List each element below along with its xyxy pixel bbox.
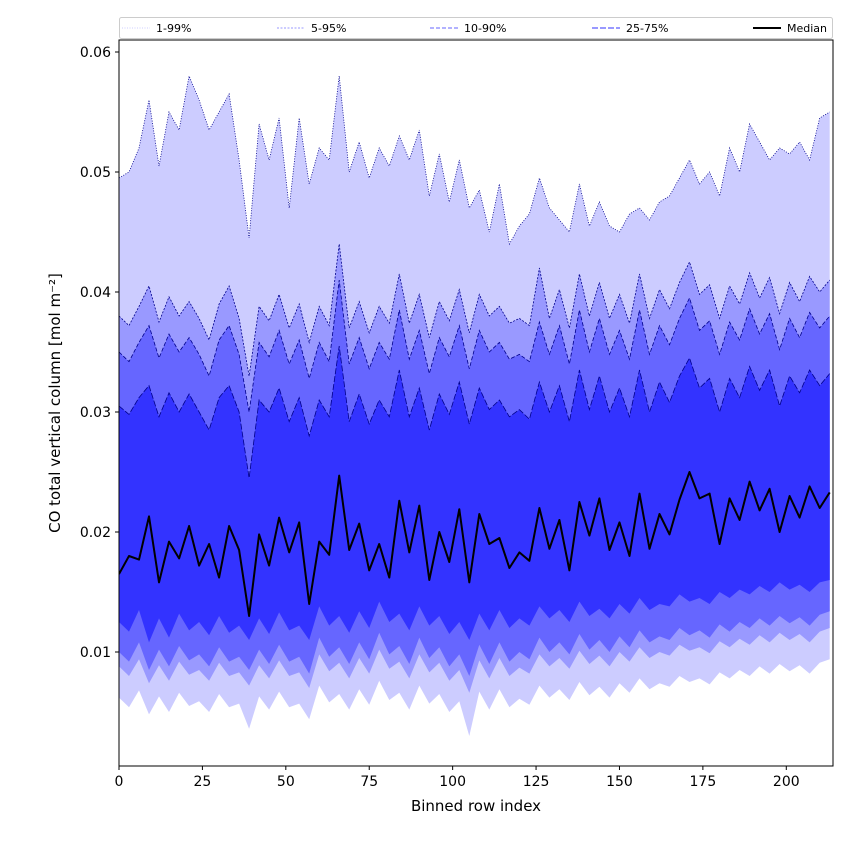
x-tick-label: 200 <box>773 774 800 790</box>
y-tick-label: 0.02 <box>80 525 111 541</box>
x-tick-label: 125 <box>523 774 550 790</box>
y-tick-label: 0.06 <box>80 45 111 61</box>
y-tick-label: 0.01 <box>80 645 111 661</box>
y-tick-label: 0.05 <box>80 165 111 181</box>
x-tick-label: 0 <box>115 774 124 790</box>
band-upper-edge-1-99pct <box>119 74 830 246</box>
legend-label-10-90pct: 10-90% <box>464 22 506 35</box>
x-axis: 0 25 50 75 100 125 150 175 200 <box>115 766 800 790</box>
x-tick-label: 175 <box>690 774 717 790</box>
median-line <box>119 471 831 617</box>
band-upper-edge-10-90pct <box>119 279 831 413</box>
y-axis-label: CO total vertical column [mol m⁻²] <box>46 273 64 533</box>
x-tick-label: 25 <box>193 774 211 790</box>
x-tick-label: 50 <box>277 774 295 790</box>
series-line-layer <box>119 74 831 617</box>
legend-label-median: Median <box>787 22 827 35</box>
x-tick-label: 150 <box>606 774 633 790</box>
x-tick-label: 75 <box>360 774 378 790</box>
x-tick-label: 100 <box>439 774 466 790</box>
legend-label-5-95pct: 5-95% <box>311 22 346 35</box>
legend-box <box>119 17 833 39</box>
x-axis-label: Binned row index <box>411 797 541 815</box>
legend: 1-99% 5-95% 10-90% 25-75% Median <box>119 17 833 39</box>
y-tick-label: 0.03 <box>80 405 111 421</box>
legend-label-25-75pct: 25-75% <box>626 22 668 35</box>
band-upper-edge-5-95pct <box>119 243 831 377</box>
legend-label-1-99pct: 1-99% <box>156 22 191 35</box>
y-tick-label: 0.04 <box>80 285 111 301</box>
band-25-75pct <box>119 346 830 643</box>
plot-frame <box>118 39 834 767</box>
band-upper-edge-25-75pct <box>119 345 831 479</box>
y-axis: 0.01 0.02 0.03 0.04 0.05 0.06 <box>80 45 119 661</box>
